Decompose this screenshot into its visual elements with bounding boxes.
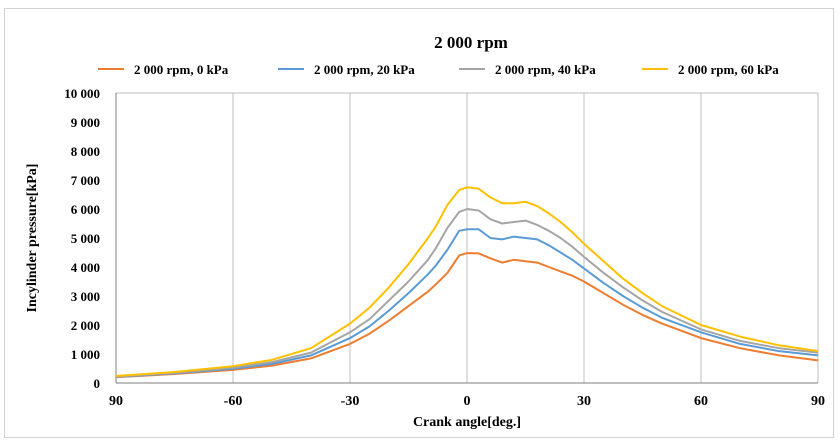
x-tick-label: 90 [811,394,825,409]
series-line-1 [115,228,819,378]
y-tick-label: 10 000 [64,86,100,101]
series-line-3 [115,186,819,377]
y-tick-label: 6 000 [71,202,100,217]
chart-frame [4,8,834,438]
legend-label-1: 2 000 rpm, 20 kPa [314,62,415,77]
chart-title: 2 000 rpm [434,33,508,52]
x-tick-label: 0 [464,394,471,409]
y-tick-label: 9 000 [71,115,100,130]
x-tick-label: 30 [577,394,591,409]
y-tick-label: 3 000 [71,289,100,304]
series-line-0 [115,252,819,379]
x-tick-label: 90 [109,394,123,409]
y-tick-label: 0 [94,376,101,391]
legend-label-2: 2 000 rpm, 40 kPa [495,62,596,77]
legend-label-3: 2 000 rpm, 60 kPa [678,62,779,77]
x-axis-label: Crank angle[deg.] [413,415,521,430]
y-tick-label: 4 000 [71,260,100,275]
y-axis-label: Incylinder pressure[kPa] [25,164,40,313]
y-tick-label: 8 000 [71,144,100,159]
legend-label-0: 2 000 rpm, 0 kPa [134,62,229,77]
y-tick-label: 5 000 [71,231,100,246]
x-tick-label: -60 [224,394,243,409]
legend: 2 000 rpm, 0 kPa 2 000 rpm, 20 kPa 2 000 r… [98,62,779,77]
series-line-2 [115,208,819,378]
x-tick-label: 60 [694,394,708,409]
grid [116,92,819,383]
x-tick-labels: 90 -60 -30 0 30 60 90 [109,394,825,409]
x-tick-label: -30 [341,394,360,409]
y-tick-label: 1 000 [71,347,100,362]
axes [115,93,818,384]
y-tick-labels: 0 1 000 2 000 3 000 4 000 5 000 6 000 7 000 8 00… [64,86,100,391]
y-tick-label: 2 000 [71,318,100,333]
series-lines [115,186,819,379]
y-tick-label: 7 000 [71,173,100,188]
